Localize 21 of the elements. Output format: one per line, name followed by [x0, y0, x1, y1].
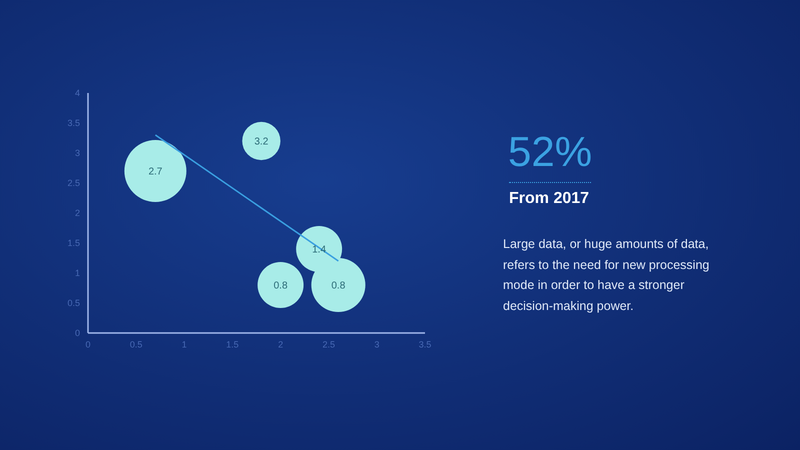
x-tick-label: 2.5	[322, 339, 335, 350]
y-tick-label: 0.5	[67, 298, 80, 308]
x-tick-label: 2	[278, 339, 284, 350]
y-tick-label: 4	[74, 88, 80, 98]
y-tick-label: 1	[74, 268, 80, 278]
data-label: 2.7	[148, 166, 163, 178]
x-tick-label: 1.5	[226, 339, 239, 350]
text: Large data, or huge amounts of data, refers to the need for new processing mode in order to have a stronger decision-making power.	[503, 236, 710, 315]
y-tick-label: 0	[74, 328, 80, 338]
x-tick-label: 3	[374, 339, 380, 350]
x-tick-label: 3.5	[418, 339, 432, 350]
data-label: 0.8	[274, 280, 288, 292]
data-label: 0.8	[331, 280, 346, 292]
y-tick-label: 1.5	[67, 238, 80, 248]
text: 52%	[508, 128, 592, 176]
x-tick-label: 0.5	[130, 339, 142, 350]
x-tick-label: 0	[85, 339, 91, 350]
x-tick-label: 1	[182, 339, 187, 350]
y-tick-label: 3.5	[67, 118, 80, 128]
text: From 2017	[509, 189, 590, 209]
data-label: 3.2	[254, 136, 269, 148]
